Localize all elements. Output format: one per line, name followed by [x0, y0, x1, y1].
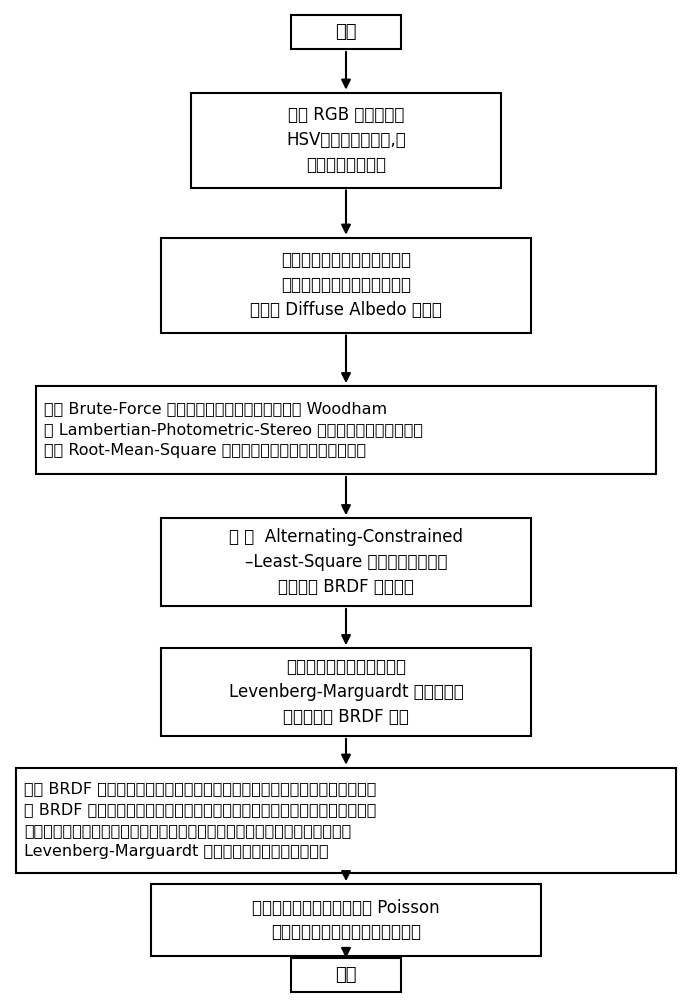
- Text: 选择不同光照下同一像素空间
中最合适的点，进行材质划分
和初始 Diffuse Albedo 估计。: 选择不同光照下同一像素空间 中最合适的点，进行材质划分 和初始 Diffuse …: [250, 251, 442, 319]
- Text: 使用 Brute-Force 方法列举所有的光源组合，利用 Woodham
的 Lambertian-Photometric-Stereo 方法计算表面朝向，然: 使用 Brute-Force 方法列举所有的光源组合，利用 Woodham 的 …: [44, 401, 423, 458]
- Text: 固定 BRDF 的材质基，使用离散搜索方法，将法向量的自由度约束到一维，根
据 BRDF 材质基，在渲染不同光照下的材质球图片上，搜索最合适的法向量和
材质权重: 固定 BRDF 的材质基，使用离散搜索方法，将法向量的自由度约束到一维，根 据 …: [24, 781, 376, 859]
- Text: 利用 RGB 颜色空间到
HSV颜色空间的变换,对
像素的颜色值聚类: 利用 RGB 颜色空间到 HSV颜色空间的变换,对 像素的颜色值聚类: [286, 106, 406, 174]
- FancyBboxPatch shape: [161, 518, 531, 606]
- Text: 使 用  Alternating-Constrained
–Least-Square 方法迭代求解法向
量和构建 BRDF 材质基。: 使 用 Alternating-Constrained –Least-Squar…: [229, 528, 463, 596]
- FancyBboxPatch shape: [151, 884, 541, 956]
- FancyBboxPatch shape: [36, 386, 656, 474]
- Text: 开始: 开始: [335, 23, 357, 41]
- FancyBboxPatch shape: [161, 237, 531, 332]
- FancyBboxPatch shape: [161, 648, 531, 736]
- Text: 以法向量图为基础，通过解 Poisson
方程得到最小二乘的表面深度信息: 以法向量图为基础，通过解 Poisson 方程得到最小二乘的表面深度信息: [252, 898, 440, 942]
- FancyBboxPatch shape: [291, 958, 401, 992]
- FancyBboxPatch shape: [16, 768, 676, 872]
- FancyBboxPatch shape: [291, 15, 401, 49]
- Text: 固定法向量和权重图，利用
Levenberg-Marguardt 方法优化每
一种材质的 BRDF 模型: 固定法向量和权重图，利用 Levenberg-Marguardt 方法优化每 一…: [228, 658, 464, 726]
- Text: 结束: 结束: [335, 966, 357, 984]
- FancyBboxPatch shape: [191, 93, 501, 188]
